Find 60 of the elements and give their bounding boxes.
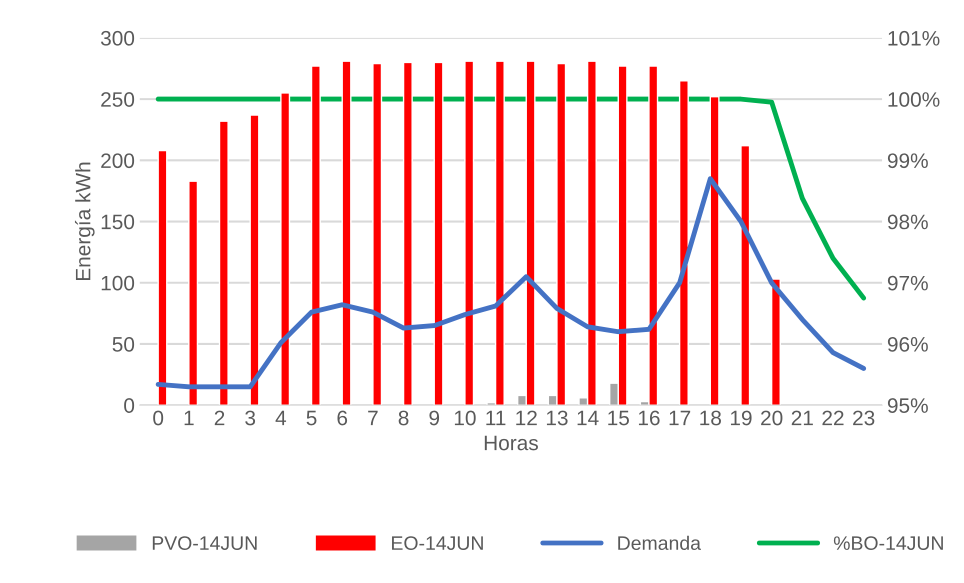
bar (188, 180, 198, 406)
x-tick-label: 21 (792, 410, 813, 426)
bar (310, 65, 321, 406)
y2-tick-label: 97% (888, 276, 928, 291)
bar (280, 92, 290, 406)
y-tick-label: 200 (101, 153, 134, 168)
bar (218, 120, 229, 406)
x-tick-label: 12 (516, 410, 537, 426)
bar (678, 80, 689, 406)
y2-tick-label: 99% (888, 153, 928, 168)
bar (402, 62, 413, 406)
y2-tick-label: 98% (888, 214, 928, 230)
legend-label: Demanda (618, 536, 701, 550)
x-tick-label: 15 (608, 410, 629, 426)
x-tick-label: 23 (853, 410, 874, 426)
x-tick-label: 8 (398, 410, 408, 426)
bar (770, 278, 781, 406)
legend-label: %BO-14JUN (834, 536, 943, 550)
bar (710, 96, 720, 406)
y2-tick-label: 95% (888, 398, 928, 413)
x-tick-label: 0 (153, 410, 164, 426)
x-tick-label: 18 (700, 410, 721, 426)
x-tick-label: 9 (429, 410, 440, 426)
x-tick-label: 4 (276, 410, 286, 426)
x-tick-label: 20 (761, 410, 782, 426)
y-tick-label: 0 (124, 398, 134, 413)
bar (342, 60, 352, 406)
x-tick-label: 3 (245, 410, 256, 426)
bar (372, 62, 382, 406)
x-tick-label: 7 (368, 410, 378, 426)
y-tick-label: 50 (112, 336, 134, 352)
y-tick-label: 100 (102, 276, 134, 291)
x-tick-label: 13 (546, 410, 568, 426)
bar (434, 62, 444, 406)
bar (740, 144, 750, 406)
x-tick-label: 16 (638, 410, 660, 426)
x-tick-label: 1 (184, 410, 194, 426)
bar (250, 114, 260, 406)
x-tick-label: 10 (454, 410, 476, 426)
x-tick-label: 22 (822, 410, 844, 426)
x-axis-title: Horas (484, 436, 538, 450)
x-tick-label: 6 (337, 410, 348, 426)
y-tick-label: 250 (101, 92, 134, 107)
x-tick-label: 17 (670, 410, 690, 426)
legend-label: EO-14JUN (392, 536, 483, 550)
x-tick-label: 2 (214, 410, 224, 426)
y2-tick-label: 100% (888, 92, 940, 107)
y2-tick-label: 101% (888, 30, 940, 46)
legend-label: PVO-14JUN (152, 536, 257, 550)
y-axis-title: Energía kWh (74, 162, 95, 280)
x-tick-label: 5 (306, 410, 316, 426)
y-tick-label: 150 (102, 214, 134, 230)
x-tick-label: 14 (578, 410, 599, 426)
bar (157, 150, 168, 406)
x-tick-label: 19 (730, 410, 752, 426)
y-tick-label: 300 (100, 30, 134, 46)
bar (464, 60, 474, 406)
line-series (156, 176, 866, 390)
x-tick-label: 11 (486, 410, 506, 426)
y2-tick-label: 96% (888, 336, 928, 352)
